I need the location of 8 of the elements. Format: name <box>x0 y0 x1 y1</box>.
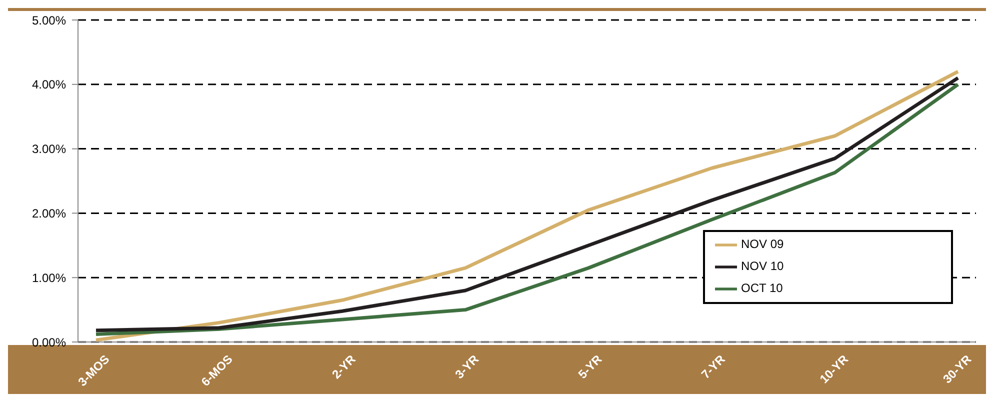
y-tick-label: 3.00% <box>32 142 66 156</box>
legend-label: OCT 10 <box>741 281 783 296</box>
legend-label: NOV 09 <box>741 237 784 252</box>
y-tick-label: 2.00% <box>32 206 66 220</box>
legend-label: NOV 10 <box>741 259 784 274</box>
y-tick-label: 4.00% <box>32 78 66 92</box>
y-tick-label: 1.00% <box>32 270 66 285</box>
y-tick-label: 5.00% <box>32 13 66 28</box>
